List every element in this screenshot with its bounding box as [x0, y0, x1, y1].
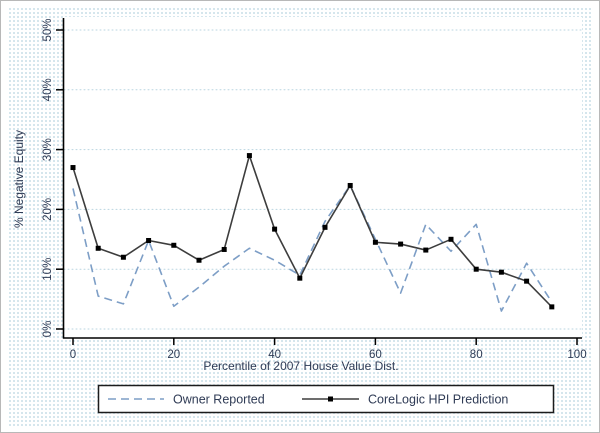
y-tick-label: 0%: [42, 321, 54, 338]
data-point-marker: [297, 275, 303, 281]
y-tick-label: 20%: [42, 198, 54, 221]
legend-label-corelogic: CoreLogic HPI Prediction: [368, 393, 508, 407]
data-point-marker: [448, 236, 454, 242]
x-tick-label: 80: [470, 349, 483, 361]
x-tick-label: 40: [268, 349, 281, 361]
data-point-marker: [473, 266, 479, 272]
data-point-marker: [498, 269, 504, 275]
corelogic-marker-sample: [328, 396, 333, 402]
data-point-marker: [95, 245, 101, 251]
data-series: [70, 153, 555, 312]
data-point-marker: [524, 278, 530, 284]
legend: Owner Reported CoreLogic HPI Prediction: [97, 384, 555, 414]
x-tick-label: 100: [567, 349, 586, 361]
x-tick-label: 20: [167, 349, 180, 361]
data-point-marker: [196, 257, 202, 263]
y-tick-label: 30%: [42, 138, 54, 161]
legend-box: [97, 384, 555, 414]
data-point-marker: [372, 239, 378, 245]
y-tick-label: 50%: [42, 18, 54, 41]
y-tick-label: 40%: [42, 78, 54, 101]
y-tick-label: 10%: [42, 258, 54, 281]
data-point-marker: [549, 304, 555, 310]
y-axis-ticks: 0% 10% 20% 30% 40% 50%: [42, 18, 63, 337]
x-axis-ticks: 0 20 40 60 80 100: [70, 338, 587, 361]
plot-area: [64, 17, 582, 338]
data-point-marker: [70, 165, 76, 171]
series-line-corelogic-hpi-prediction: [72, 154, 553, 308]
series-line-owner-reported: [72, 184, 553, 312]
x-tick-label: 0: [70, 349, 76, 361]
data-point-marker: [272, 226, 278, 232]
data-point-marker: [120, 254, 126, 260]
legend-label-owner-reported: Owner Reported: [173, 393, 265, 407]
data-point-marker: [171, 242, 177, 248]
data-point-marker: [246, 153, 252, 159]
x-tick-label: 60: [369, 349, 382, 361]
data-point-marker: [221, 246, 227, 252]
gridlines: [63, 29, 583, 330]
data-point-marker: [322, 224, 328, 230]
data-point-marker: [347, 182, 353, 188]
y-axis-title: % Negative Equity: [12, 130, 26, 228]
x-axis-title: Percentile of 2007 House Value Dist.: [203, 359, 398, 373]
data-point-marker: [146, 237, 152, 243]
data-point-marker: [398, 241, 404, 247]
data-point-marker: [423, 247, 429, 253]
